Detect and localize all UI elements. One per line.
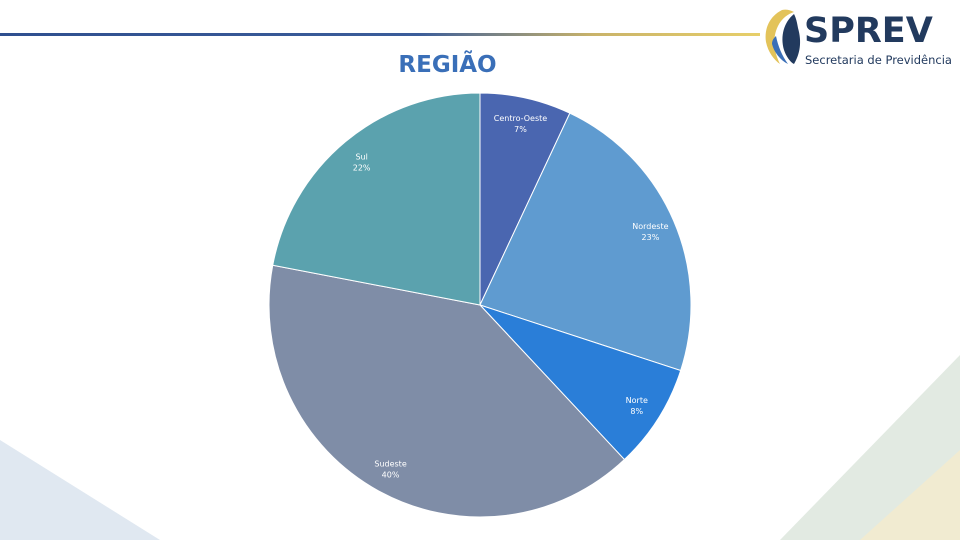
logo-wordmark: SPREV [804, 11, 933, 51]
pie-slice-nordeste [479, 112, 692, 372]
slice-label-centro-oeste: Centro-Oeste 7% [494, 114, 548, 134]
sprev-logo: SPREV Secretaria de Previdência [760, 6, 952, 68]
logo-subtitle: Secretaria de Previdência [805, 53, 952, 67]
pie-slice-norte [479, 304, 682, 461]
chart-title: REGIÃO [398, 52, 497, 78]
slice-label-norte: Norte 8% [626, 396, 648, 416]
slice-label-sul: Sul 22% [353, 152, 371, 172]
pie-slice-sul [272, 92, 481, 306]
slice-label-sudeste: Sudeste 40% [374, 459, 406, 479]
pie-slice-sudeste [268, 264, 626, 518]
slice-label-nordeste: Nordeste 23% [632, 222, 668, 242]
header-rule [0, 33, 760, 36]
logo-emblem-icon [765, 9, 801, 64]
